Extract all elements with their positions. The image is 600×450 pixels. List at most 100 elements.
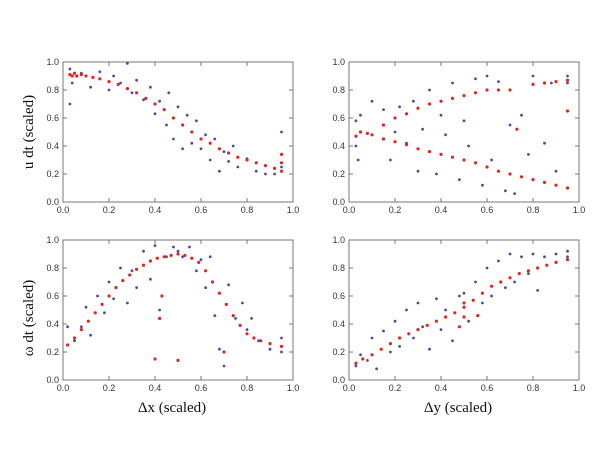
data-point-blue — [257, 339, 260, 343]
data-point-red — [238, 323, 242, 327]
data-point-blue — [241, 301, 244, 305]
data-point-red — [358, 130, 363, 134]
data-point-blue — [474, 280, 477, 284]
data-point-blue — [481, 301, 484, 305]
data-point-red — [450, 155, 455, 159]
data-point-blue — [149, 277, 152, 281]
data-point-red — [153, 102, 157, 106]
data-point-red — [84, 74, 88, 78]
data-point-blue — [435, 297, 438, 301]
data-point-red — [398, 336, 402, 340]
data-point-red — [153, 357, 157, 361]
data-point-red — [135, 91, 139, 95]
data-point-blue — [213, 314, 217, 317]
data-point-blue — [181, 255, 185, 259]
data-point-blue — [398, 105, 401, 109]
y-tick-label: 0.2 — [46, 169, 59, 179]
data-point-red — [263, 164, 267, 168]
y-tick-label: 0.0 — [332, 375, 345, 385]
data-point-blue — [531, 74, 535, 78]
x-tick-label: 0.4 — [435, 383, 448, 393]
data-point-blue — [103, 311, 106, 315]
data-point-blue — [566, 249, 569, 253]
data-point-red — [171, 116, 175, 120]
x-tick-label: 0.8 — [241, 205, 254, 215]
data-point-red — [473, 91, 478, 95]
data-point-blue — [273, 172, 276, 176]
data-point-blue — [254, 169, 258, 173]
data-point-red — [210, 280, 215, 284]
data-point-blue — [481, 183, 484, 187]
data-point-blue — [356, 158, 360, 162]
data-point-red — [526, 269, 531, 273]
data-point-red — [72, 71, 77, 75]
data-point-blue — [245, 328, 249, 331]
data-point-red — [554, 80, 558, 84]
x-tick-label: 1.0 — [573, 205, 586, 215]
ylabel-top: u dt (scaled) — [21, 95, 37, 169]
data-point-blue — [467, 319, 470, 323]
y-tick-label: 0.6 — [46, 291, 59, 301]
data-point-blue — [389, 350, 392, 354]
data-point-red — [462, 315, 466, 319]
data-point-blue — [504, 286, 507, 289]
data-point-blue — [428, 88, 431, 92]
data-point-red — [427, 102, 432, 106]
data-point-red — [158, 316, 162, 320]
data-point-blue — [513, 192, 516, 196]
data-point-blue — [508, 252, 512, 256]
data-point-blue — [554, 169, 558, 173]
data-point-red — [79, 328, 83, 332]
data-point-red — [86, 319, 90, 323]
data-point-red — [279, 169, 284, 173]
data-point-blue — [167, 91, 171, 95]
data-point-blue — [165, 255, 168, 259]
data-point-blue — [222, 364, 226, 368]
data-point-red — [217, 147, 221, 151]
y-tick-label: 0.6 — [46, 113, 59, 123]
data-point-red — [508, 88, 512, 92]
data-point-red — [125, 87, 129, 91]
data-point-blue — [421, 127, 424, 131]
data-point-blue — [218, 347, 221, 351]
plot-frame — [62, 61, 294, 203]
data-point-blue — [126, 301, 129, 305]
y-tick-label: 0.6 — [332, 113, 345, 123]
data-point-red — [462, 94, 466, 98]
data-point-red — [476, 314, 480, 318]
data-point-red — [515, 127, 519, 131]
data-point-blue — [199, 147, 203, 151]
data-point-blue — [176, 249, 180, 253]
data-point-blue — [513, 280, 516, 284]
data-point-blue — [268, 347, 272, 351]
data-point-blue — [508, 123, 512, 127]
data-point-blue — [490, 294, 493, 298]
data-point-red — [116, 82, 120, 86]
data-point-red — [199, 137, 203, 141]
data-point-red — [480, 291, 484, 295]
data-point-red — [121, 279, 125, 283]
xlabel-right: Δy (scaled) — [424, 400, 492, 416]
data-point-blue — [543, 255, 546, 259]
y-tick-label: 1.0 — [46, 57, 59, 67]
data-point-red — [565, 258, 570, 262]
x-tick-label: 0.2 — [389, 205, 402, 215]
data-point-blue — [280, 350, 283, 354]
data-point-blue — [439, 113, 443, 117]
data-point-red — [439, 152, 443, 156]
data-point-red — [208, 141, 212, 145]
data-point-blue — [250, 317, 254, 320]
data-point-red — [407, 332, 411, 336]
y-tick-label: 0.0 — [46, 197, 59, 207]
data-point-red — [227, 151, 231, 155]
data-point-red — [93, 311, 97, 315]
x-tick-label: 0.4 — [149, 383, 162, 393]
data-point-blue — [158, 308, 162, 312]
data-point-red — [370, 133, 374, 137]
plot-frame — [348, 239, 580, 381]
data-point-blue — [66, 325, 69, 329]
x-tick-label: 0.2 — [103, 205, 116, 215]
data-point-red — [245, 332, 249, 336]
data-point-blue — [536, 289, 539, 292]
data-point-blue — [354, 144, 358, 148]
